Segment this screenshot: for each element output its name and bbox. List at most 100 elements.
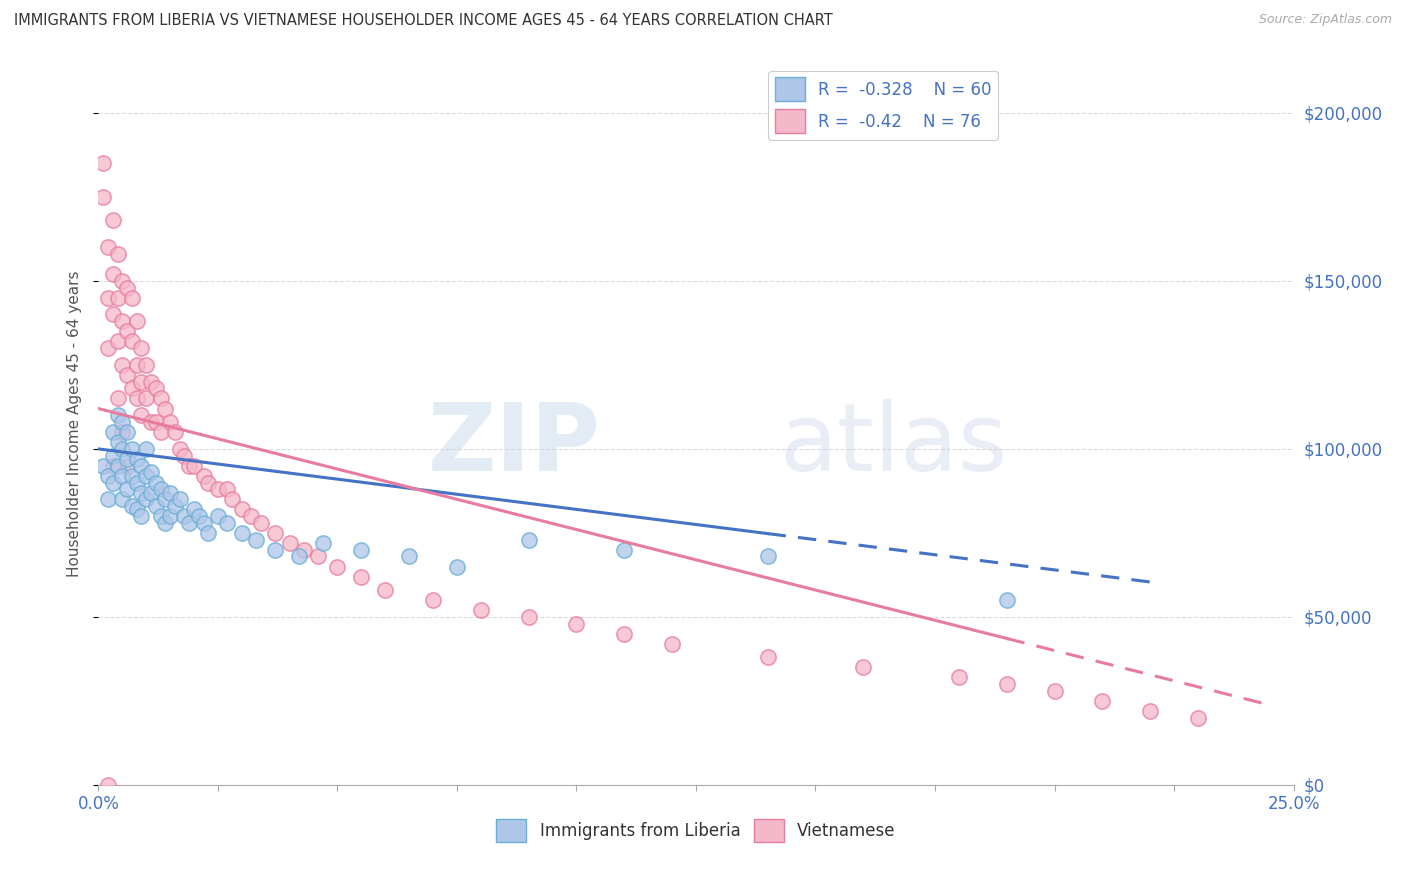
Point	[115, 368, 138, 382]
Point	[250, 516, 273, 530]
Point	[149, 425, 172, 439]
Point	[125, 314, 148, 328]
Point	[107, 334, 129, 349]
Point	[948, 670, 970, 684]
Point	[179, 458, 201, 473]
Point	[111, 425, 134, 439]
Point	[193, 516, 215, 530]
Point	[97, 468, 120, 483]
Point	[187, 509, 209, 524]
Point	[135, 392, 157, 406]
Point	[350, 542, 373, 557]
Text: Source: ZipAtlas.com: Source: ZipAtlas.com	[1258, 13, 1392, 27]
Point	[517, 610, 540, 624]
Point	[995, 593, 1018, 607]
Point	[145, 499, 167, 513]
Point	[131, 375, 153, 389]
Point	[131, 458, 153, 473]
Point	[91, 190, 114, 204]
Point	[240, 509, 263, 524]
Point	[139, 415, 162, 429]
Point	[326, 559, 349, 574]
Point	[207, 482, 229, 496]
Point	[131, 341, 153, 355]
Point	[613, 626, 636, 640]
Point	[121, 499, 143, 513]
Point	[101, 475, 124, 490]
Point	[97, 240, 120, 254]
Point	[101, 458, 124, 473]
Point	[115, 482, 138, 496]
Point	[163, 499, 186, 513]
Point	[1091, 694, 1114, 708]
Point	[173, 449, 195, 463]
Point	[155, 401, 177, 416]
Point	[1139, 704, 1161, 718]
Point	[139, 466, 162, 480]
Point	[111, 492, 134, 507]
Point	[125, 392, 148, 406]
Point	[169, 492, 191, 507]
Point	[145, 415, 167, 429]
Point	[121, 381, 143, 395]
Point	[422, 593, 444, 607]
Point	[159, 509, 181, 524]
Point	[97, 341, 120, 355]
Point	[139, 485, 162, 500]
Point	[111, 314, 134, 328]
Legend: Immigrants from Liberia, Vietnamese: Immigrants from Liberia, Vietnamese	[489, 812, 903, 849]
Point	[115, 280, 138, 294]
Point	[245, 533, 267, 547]
Point	[111, 358, 134, 372]
Point	[115, 458, 138, 473]
Point	[121, 442, 143, 456]
Point	[149, 509, 172, 524]
Point	[115, 425, 138, 439]
Point	[97, 778, 120, 792]
Y-axis label: Householder Income Ages 45 - 64 years: Householder Income Ages 45 - 64 years	[67, 270, 83, 577]
Point	[288, 549, 311, 564]
Point	[131, 409, 153, 423]
Point	[183, 502, 205, 516]
Point	[179, 516, 201, 530]
Point	[107, 458, 129, 473]
Point	[115, 324, 138, 338]
Point	[312, 536, 335, 550]
Point	[207, 509, 229, 524]
Point	[111, 442, 134, 456]
Point	[264, 542, 287, 557]
Point	[111, 274, 134, 288]
Point	[159, 415, 181, 429]
Text: atlas: atlas	[779, 400, 1008, 491]
Point	[852, 660, 875, 674]
Point	[125, 358, 148, 372]
Point	[121, 468, 143, 483]
Point	[197, 475, 219, 490]
Point	[231, 502, 253, 516]
Text: ZIP: ZIP	[427, 400, 600, 491]
Point	[101, 213, 124, 227]
Point	[101, 449, 124, 463]
Point	[135, 492, 157, 507]
Point	[756, 549, 779, 564]
Point	[91, 458, 114, 473]
Point	[121, 291, 143, 305]
Point	[97, 291, 120, 305]
Point	[111, 415, 134, 429]
Point	[292, 542, 315, 557]
Point	[107, 392, 129, 406]
Point	[193, 468, 215, 483]
Point	[661, 637, 683, 651]
Point	[107, 291, 129, 305]
Point	[231, 525, 253, 540]
Point	[155, 492, 177, 507]
Point	[139, 375, 162, 389]
Point	[101, 308, 124, 322]
Point	[149, 482, 172, 496]
Point	[183, 458, 205, 473]
Text: IMMIGRANTS FROM LIBERIA VS VIETNAMESE HOUSEHOLDER INCOME AGES 45 - 64 YEARS CORR: IMMIGRANTS FROM LIBERIA VS VIETNAMESE HO…	[14, 13, 832, 29]
Point	[111, 468, 134, 483]
Point	[101, 425, 124, 439]
Point	[131, 509, 153, 524]
Point	[517, 533, 540, 547]
